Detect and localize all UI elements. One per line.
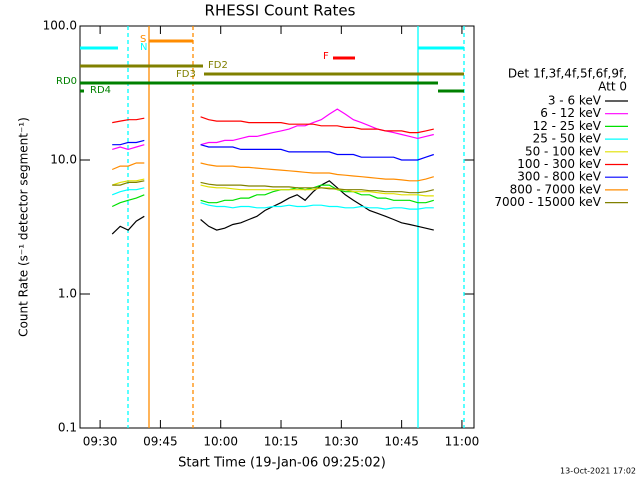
legend-label: 50 - 100 keV — [525, 144, 602, 158]
chart-title: RHESSI Count Rates — [205, 2, 356, 20]
flag-label: FD3 — [176, 69, 196, 80]
legend-label: 300 - 800 keV — [517, 170, 601, 184]
y-tick-label: 100.0 — [43, 19, 77, 33]
x-tick-label: 11:00 — [445, 435, 480, 449]
legend-label: 100 - 300 keV — [517, 157, 601, 171]
series-line — [112, 178, 434, 197]
flag-label: RD0 — [56, 76, 77, 87]
legend-label: 12 - 25 keV — [533, 119, 602, 133]
footer: 13-Oct-2021 17:02 — [560, 467, 636, 476]
x-tick-label: 10:30 — [324, 435, 359, 449]
flag-label: N — [140, 42, 147, 53]
legend-title: Att 0 — [598, 80, 627, 94]
x-tick-label: 10:00 — [203, 435, 238, 449]
series-line — [111, 187, 434, 210]
y-tick-label: 10.0 — [50, 153, 77, 167]
legend-label: 3 - 6 keV — [548, 94, 602, 108]
x-axis-label: Start Time (19-Jan-06 09:25:02) — [178, 456, 386, 471]
series-line — [112, 108, 434, 151]
flag-label: RD4 — [90, 85, 111, 96]
series-line — [112, 139, 434, 161]
series-line — [112, 116, 434, 134]
legend-label: 6 - 12 keV — [540, 106, 602, 120]
x-tick-label: 10:15 — [264, 435, 299, 449]
y-tick-label: 1.0 — [58, 287, 77, 301]
y-axis-label: Count Rate (s⁻¹ detector segment⁻¹) — [17, 117, 31, 337]
x-tick-label: 10:45 — [384, 435, 419, 449]
y-tick-label: 0.1 — [58, 421, 77, 435]
flag-label: F — [323, 51, 329, 62]
flag-label: S — [140, 34, 146, 45]
series-line — [112, 180, 434, 194]
legend-label: 7000 - 15000 keV — [494, 195, 601, 209]
series-line — [111, 162, 434, 182]
plot-frame — [79, 25, 475, 429]
legend-title: Det 1f,3f,4f,5f,6f,9f, — [508, 67, 627, 81]
series-line — [111, 184, 434, 208]
x-tick-label: 09:45 — [143, 435, 178, 449]
legend-label: 25 - 50 keV — [533, 132, 602, 146]
legend-label: 800 - 7000 keV — [510, 182, 602, 196]
x-tick-label: 09:30 — [83, 435, 118, 449]
flag-label: FD2 — [208, 60, 228, 71]
